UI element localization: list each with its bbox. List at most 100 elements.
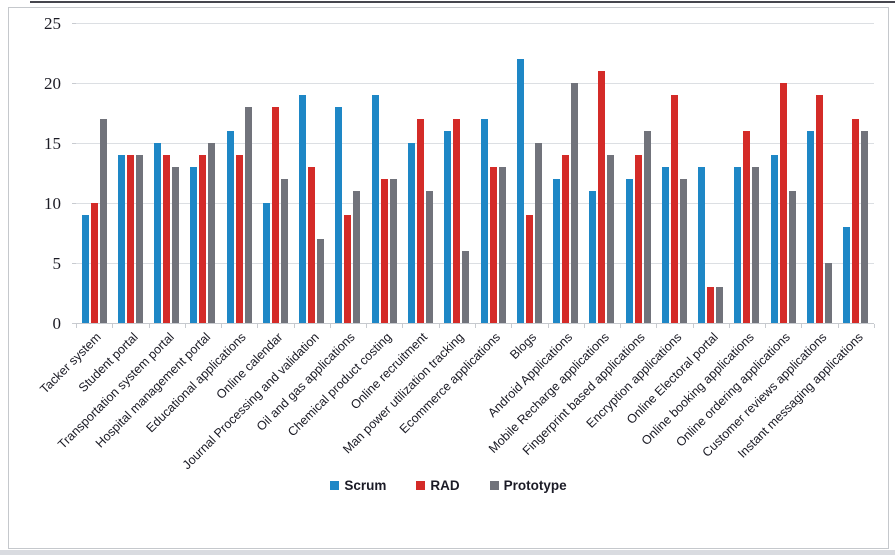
bar-scrum bbox=[117, 155, 125, 323]
bar-scrum bbox=[335, 107, 343, 323]
bar-scrum bbox=[806, 131, 814, 323]
bar-rad bbox=[562, 155, 570, 323]
bar-scrum bbox=[661, 167, 669, 323]
bar-scrum bbox=[408, 143, 416, 323]
bar-rad bbox=[90, 203, 98, 323]
x-tickmark bbox=[402, 324, 404, 328]
bar-rad bbox=[670, 95, 678, 323]
bar-group bbox=[693, 23, 729, 323]
y-tick-label: 25 bbox=[44, 14, 61, 33]
plot-area bbox=[76, 23, 874, 324]
bar-scrum bbox=[154, 143, 162, 323]
bar-group bbox=[257, 23, 293, 323]
legend-item-rad: RAD bbox=[416, 478, 460, 493]
bar-prototype bbox=[353, 191, 361, 323]
bar-prototype bbox=[716, 287, 724, 323]
bar-rad bbox=[743, 131, 751, 323]
bar-scrum bbox=[843, 227, 851, 323]
bar-rad bbox=[489, 167, 497, 323]
bar-rad bbox=[453, 119, 461, 323]
gridline bbox=[76, 143, 874, 144]
bar-rad bbox=[271, 107, 279, 323]
bar-prototype bbox=[571, 83, 579, 323]
bar-rad bbox=[598, 71, 606, 323]
bar-scrum bbox=[516, 59, 524, 323]
gridline bbox=[76, 203, 874, 204]
bar-prototype bbox=[752, 167, 760, 323]
bar-prototype bbox=[389, 179, 397, 323]
bar-group bbox=[729, 23, 765, 323]
x-tickmark bbox=[620, 324, 622, 328]
bar-group bbox=[402, 23, 438, 323]
bar-group bbox=[838, 23, 874, 323]
x-tickmark bbox=[438, 324, 440, 328]
bar-scrum bbox=[698, 167, 706, 323]
bar-scrum bbox=[444, 131, 452, 323]
bar-prototype bbox=[643, 131, 651, 323]
bar-scrum bbox=[81, 215, 89, 323]
x-tickmark bbox=[765, 324, 767, 328]
y-tick-label: 10 bbox=[44, 194, 61, 213]
bar-prototype bbox=[426, 191, 434, 323]
x-tickmark bbox=[475, 324, 476, 328]
bar-rad bbox=[525, 215, 533, 323]
bar-group bbox=[221, 23, 257, 323]
bar-prototype bbox=[788, 191, 796, 323]
gridline bbox=[76, 83, 874, 84]
bottom-edge-band bbox=[0, 550, 895, 555]
legend-label: Prototype bbox=[503, 478, 567, 493]
bar-group bbox=[330, 23, 366, 323]
gridline bbox=[76, 23, 874, 24]
bar-prototype bbox=[244, 107, 252, 323]
y-tickmark bbox=[72, 83, 76, 84]
bar-scrum bbox=[190, 167, 198, 323]
bar-rad bbox=[634, 155, 642, 323]
bar-rad bbox=[126, 155, 134, 323]
bar-group bbox=[584, 23, 620, 323]
legend-swatch-prototype bbox=[489, 481, 499, 490]
legend-item-scrum: Scrum bbox=[330, 478, 386, 493]
x-tickmark bbox=[656, 324, 658, 328]
bar-rad bbox=[199, 155, 207, 323]
bar-prototype bbox=[824, 263, 832, 323]
x-tickmark bbox=[801, 324, 803, 328]
bar-scrum bbox=[262, 203, 270, 323]
bar-rad bbox=[707, 287, 715, 323]
y-tick-label: 5 bbox=[52, 254, 62, 273]
x-tickmark bbox=[692, 324, 694, 328]
y-tickmark bbox=[72, 263, 76, 264]
bar-group bbox=[801, 23, 837, 323]
top-partial-divider-line bbox=[30, 1, 895, 3]
bar-group bbox=[149, 23, 185, 323]
legend-swatch-rad bbox=[416, 481, 426, 490]
bar-group bbox=[656, 23, 692, 323]
bar-rad bbox=[235, 155, 243, 323]
y-tickmark bbox=[72, 323, 76, 324]
bar-scrum bbox=[770, 155, 778, 323]
y-tick-label: 0 bbox=[52, 314, 62, 333]
y-axis: 0 5 10 15 20 25 bbox=[9, 8, 76, 348]
bar-group bbox=[620, 23, 656, 323]
legend-item-prototype: Prototype bbox=[489, 478, 567, 493]
bar-prototype bbox=[498, 167, 506, 323]
x-tickmark bbox=[329, 324, 331, 328]
bar-prototype bbox=[534, 143, 542, 323]
bar-group bbox=[185, 23, 221, 323]
x-tickmark bbox=[837, 324, 839, 328]
bar-scrum bbox=[625, 179, 633, 323]
y-tickmark bbox=[72, 143, 76, 144]
bar-scrum bbox=[480, 119, 488, 323]
bar-rad bbox=[380, 179, 388, 323]
bar-scrum bbox=[734, 167, 742, 323]
bar-prototype bbox=[99, 119, 107, 323]
y-tick-label: 20 bbox=[44, 74, 61, 93]
bar-scrum bbox=[299, 95, 307, 323]
chart-legend: Scrum RAD Prototype bbox=[9, 478, 888, 493]
x-tickmark bbox=[112, 324, 114, 328]
x-tickmark bbox=[728, 324, 730, 328]
bar-prototype bbox=[861, 131, 869, 323]
bar-prototype bbox=[135, 155, 143, 323]
bar-rad bbox=[815, 95, 823, 323]
y-tickmark bbox=[72, 203, 76, 204]
bar-group bbox=[294, 23, 330, 323]
